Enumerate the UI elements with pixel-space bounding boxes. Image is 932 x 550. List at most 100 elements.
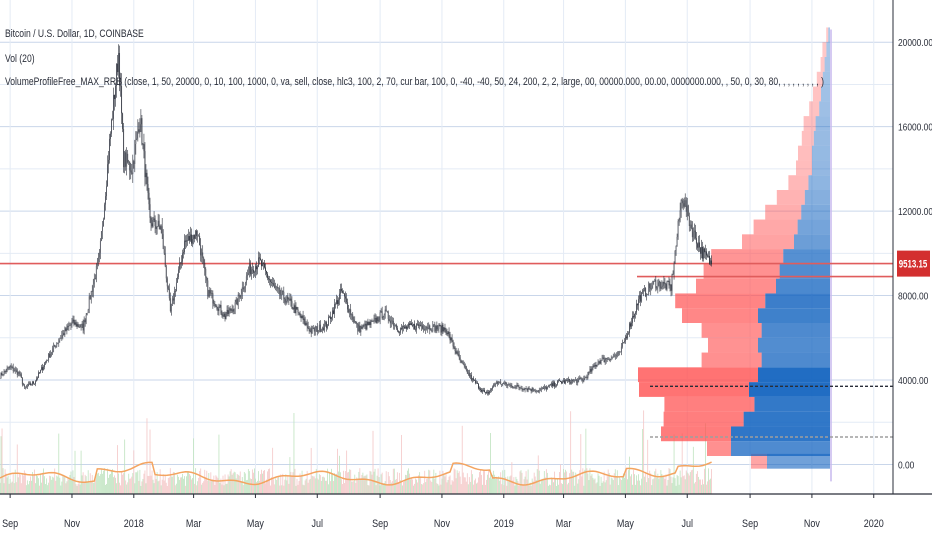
- legend-indicator[interactable]: VolumeProfileFree_MAX_RRB (close, 1, 50,…: [5, 76, 824, 88]
- volume-bar: [51, 479, 53, 494]
- volume-bar: [182, 473, 183, 494]
- candle-body: [123, 128, 125, 168]
- volume-bar: [379, 485, 381, 494]
- candle-body: [440, 325, 442, 333]
- candle-body: [455, 350, 457, 354]
- candle-body: [670, 284, 672, 291]
- volume-bar: [15, 482, 17, 494]
- candle-body: [450, 337, 452, 341]
- volume-bar: [287, 475, 289, 494]
- volume-bar: [161, 479, 163, 494]
- candle-body: [558, 380, 559, 382]
- volume-bar: [165, 482, 167, 494]
- volume-bar: [543, 471, 545, 494]
- candle-body: [370, 320, 372, 325]
- legend-symbol[interactable]: Bitcoin / U.S. Dollar, 1D, COINBASE: [5, 28, 144, 40]
- candle-body: [66, 326, 68, 331]
- volume-bar: [236, 474, 238, 494]
- candle-body: [686, 205, 688, 212]
- candle-body: [32, 381, 33, 385]
- volume-bar: [160, 485, 162, 494]
- volume-bar: [415, 478, 416, 494]
- volume-bar: [111, 470, 112, 494]
- candle-body: [198, 235, 200, 237]
- volume-bar: [372, 430, 374, 494]
- volume-bar: [37, 476, 38, 494]
- candle-body: [40, 369, 41, 373]
- candle-body: [566, 380, 568, 381]
- candle-body: [69, 325, 71, 326]
- candle-body: [135, 138, 137, 144]
- volume-bar: [711, 469, 712, 494]
- candle-body: [568, 379, 570, 381]
- volume-bar: [416, 479, 417, 494]
- profile-buy-bar: [822, 71, 830, 87]
- volume-bar: [522, 484, 524, 494]
- candle-body: [304, 318, 306, 326]
- volume-bar: [20, 483, 22, 494]
- candle-body: [630, 323, 631, 327]
- candle-body: [616, 354, 618, 357]
- volume-bar: [391, 481, 393, 494]
- candle-body: [689, 224, 691, 226]
- volume-bar: [217, 478, 219, 494]
- candle-body: [205, 268, 207, 278]
- volume-bar: [590, 475, 592, 494]
- volume-bar: [386, 484, 388, 494]
- volume-bar: [613, 473, 615, 494]
- volume-ma-polyline: [0, 461, 712, 486]
- candle-body: [210, 293, 212, 294]
- profile-buy-bar: [824, 57, 830, 72]
- volume-profile: [638, 27, 832, 482]
- candle-body: [157, 220, 159, 228]
- volume-bar: [385, 471, 387, 494]
- profile-buy-bar: [804, 190, 830, 205]
- volume-bar: [8, 483, 10, 494]
- volume-bar: [225, 483, 227, 494]
- volume-bar: [105, 484, 106, 494]
- volume-bar: [690, 470, 692, 494]
- candle-body: [4, 371, 6, 372]
- volume-bar: [13, 483, 15, 494]
- volume-bar: [192, 478, 193, 494]
- legend-volume[interactable]: Vol (20): [5, 53, 35, 65]
- volume-bar: [507, 476, 509, 494]
- candle-body: [385, 309, 387, 312]
- profile-sell-bar: [707, 441, 731, 456]
- volume-bar: [33, 475, 34, 494]
- volume-bar: [280, 474, 282, 494]
- candle-body: [225, 315, 227, 319]
- candle-body: [499, 381, 501, 383]
- profile-sell-bar: [638, 367, 758, 383]
- candle-body: [199, 235, 201, 245]
- volume-bar: [228, 476, 230, 494]
- volume-bar: [341, 479, 342, 494]
- volume-bar: [325, 480, 327, 494]
- volume-bar: [672, 477, 674, 494]
- volume-bar: [463, 477, 465, 494]
- candle-body: [484, 390, 485, 393]
- candle-body: [358, 325, 360, 332]
- candle-body: [190, 234, 191, 241]
- volume-bar: [184, 476, 185, 494]
- candle-body: [323, 324, 325, 331]
- candle-body: [277, 287, 279, 289]
- candle-body: [128, 161, 130, 163]
- volume-bar: [284, 479, 286, 494]
- volume-bar: [377, 468, 379, 494]
- candle-body: [523, 389, 525, 391]
- candle-body: [535, 391, 537, 392]
- candle-body: [80, 324, 82, 327]
- volume-bar: [229, 471, 231, 494]
- volume-bar: [0, 436, 2, 494]
- volume-bar: [47, 485, 49, 494]
- candle-body: [646, 294, 648, 297]
- volume-bar: [487, 474, 488, 494]
- volume-bar: [606, 476, 608, 494]
- volume-bar: [203, 481, 205, 494]
- candle-body: [413, 323, 414, 326]
- volume-bar: [442, 470, 444, 494]
- volume-bar: [50, 476, 52, 494]
